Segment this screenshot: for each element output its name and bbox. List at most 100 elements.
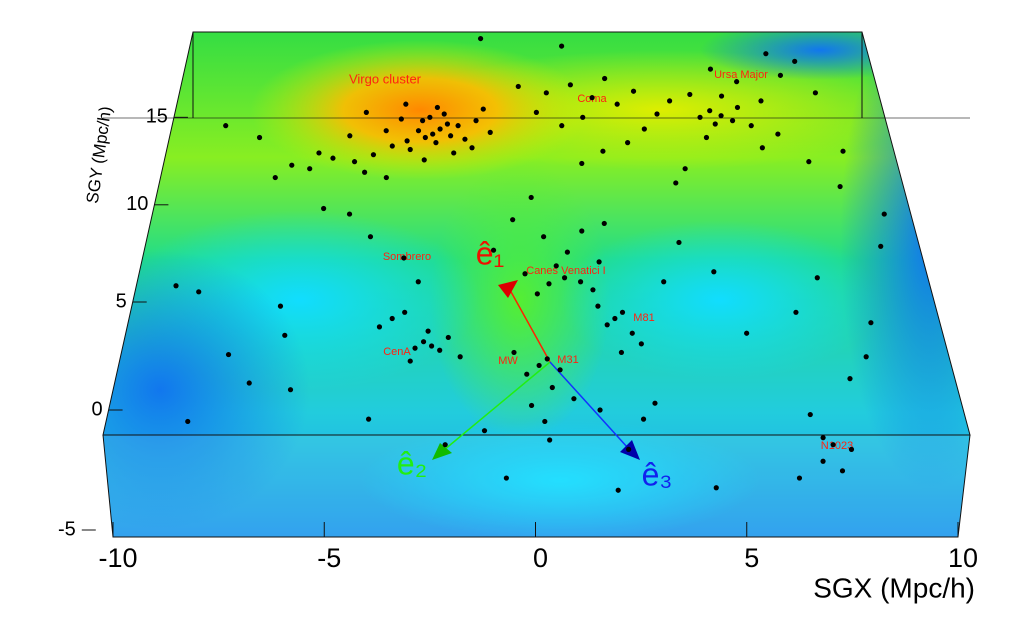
galaxy-point <box>429 343 435 349</box>
galaxy-point <box>729 118 736 124</box>
galaxy-point <box>630 88 637 94</box>
galaxy-point <box>618 349 625 356</box>
galaxy-point <box>510 217 516 223</box>
galaxy-point <box>451 150 457 156</box>
galaxy-point <box>557 367 563 373</box>
x-tick-label: 0 <box>533 543 548 573</box>
galaxy-point <box>490 247 497 253</box>
galaxy-point <box>868 320 874 326</box>
galaxy-point <box>441 111 447 117</box>
galaxy-point <box>173 283 179 289</box>
galaxy-point <box>367 234 374 240</box>
galaxy-point <box>775 131 781 137</box>
galaxy-point <box>597 407 603 413</box>
galaxy-point <box>287 387 294 393</box>
annotation: Sombrero <box>383 251 431 263</box>
galaxy-point <box>351 159 358 165</box>
galaxy-point <box>734 104 741 111</box>
galaxy-point <box>246 380 252 386</box>
galaxy-point <box>612 315 618 322</box>
galaxy-point <box>820 458 826 464</box>
galaxy-point <box>433 140 439 146</box>
galaxy-point <box>330 155 336 161</box>
galaxy-point <box>363 109 369 115</box>
galaxy-point <box>600 148 606 154</box>
x-tick-label: 5 <box>744 543 759 573</box>
density-field <box>103 32 970 537</box>
vector-label: ê₁ <box>476 235 505 271</box>
galaxy-point <box>376 324 383 330</box>
galaxy-point <box>389 143 395 149</box>
galaxy-point <box>792 58 798 64</box>
annotation: M81 <box>633 312 654 324</box>
galaxy-point <box>604 322 610 328</box>
galaxy-point <box>543 90 549 96</box>
galaxy-point <box>793 309 799 315</box>
galaxy-point <box>619 309 626 315</box>
galaxy-point <box>469 145 475 151</box>
galaxy-point <box>430 131 436 137</box>
annotation: CenA <box>383 346 411 358</box>
galaxy-point <box>415 128 422 134</box>
galaxy-point <box>321 205 327 212</box>
galaxy-point <box>503 475 509 481</box>
galaxy-point <box>534 291 540 297</box>
galaxy-point <box>346 211 353 217</box>
galaxy-point <box>528 194 534 201</box>
galaxy-point <box>542 418 548 425</box>
galaxy-point <box>652 400 658 406</box>
galaxy-point <box>407 358 413 364</box>
galaxy-point <box>462 136 468 142</box>
galaxy-point <box>640 416 647 422</box>
galaxy-point <box>383 174 389 181</box>
galaxy-point <box>848 446 855 452</box>
galaxy-point <box>225 351 232 358</box>
galaxy-point <box>316 150 322 156</box>
galaxy-point <box>590 287 596 293</box>
galaxy-point <box>744 330 750 336</box>
x-tick-label: 10 <box>948 543 978 573</box>
y-tick-label: 10 <box>126 193 148 215</box>
galaxy-point <box>383 128 389 134</box>
galaxy-point <box>615 487 621 493</box>
y-axis-title: SGY (Mpc/h) <box>83 105 115 205</box>
galaxy-point <box>881 211 887 217</box>
galaxy-point <box>596 259 602 265</box>
galaxy-point <box>830 442 836 448</box>
annotation: Ursa Major <box>714 69 768 81</box>
galaxy-point <box>549 384 555 391</box>
galaxy-point <box>559 123 565 129</box>
galaxy-point <box>676 239 682 246</box>
galaxy-point <box>571 396 577 402</box>
galaxy-point <box>579 160 585 167</box>
galaxy-point <box>577 279 584 285</box>
galaxy-point <box>541 234 547 240</box>
galaxy-point <box>863 354 869 360</box>
galaxy-point <box>840 148 846 154</box>
annotation: M31 <box>557 354 578 366</box>
galaxy-point <box>567 82 573 88</box>
galaxy-point <box>820 435 826 441</box>
galaxy-point <box>536 362 542 369</box>
galaxy-point <box>734 79 740 85</box>
galaxy-point <box>589 95 595 101</box>
galaxy-point <box>196 289 202 295</box>
galaxy-point <box>487 129 493 135</box>
galaxy-point <box>559 43 565 49</box>
galaxy-point <box>522 271 528 277</box>
galaxy-point <box>362 169 368 175</box>
galaxy-point <box>528 402 535 409</box>
galaxy-point <box>601 220 607 227</box>
galaxy-point <box>307 166 313 172</box>
galaxy-point <box>682 166 688 172</box>
galaxy-point <box>481 428 488 434</box>
vector-label: ê₂ <box>397 445 427 481</box>
y-tick-label: 15 <box>146 106 168 128</box>
galaxy-point <box>389 315 395 322</box>
galaxy-point <box>625 140 631 146</box>
galaxy-point <box>667 98 673 104</box>
galaxy-point <box>629 330 635 336</box>
galaxy-point <box>806 159 812 165</box>
y-tick-label: 5 <box>116 290 127 312</box>
